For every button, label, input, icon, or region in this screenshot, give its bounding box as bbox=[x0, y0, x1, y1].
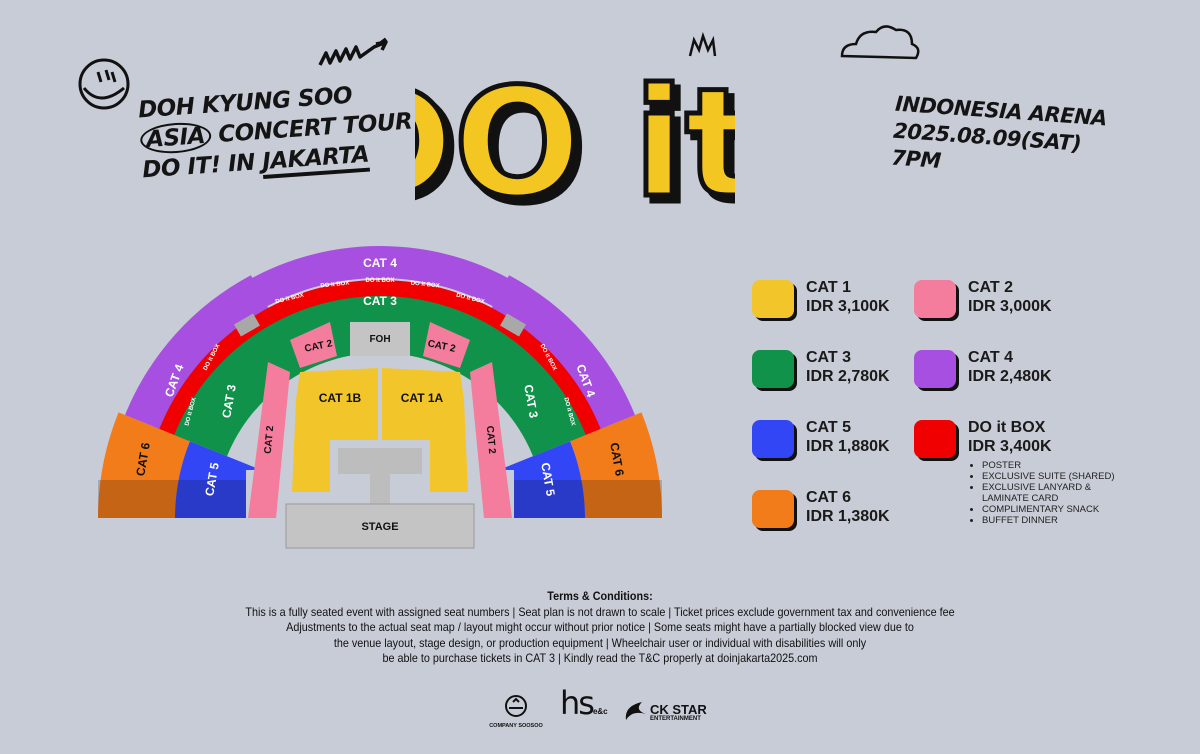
label-cat6-right: CAT 6 bbox=[607, 441, 627, 477]
label-cat3-top: CAT 3 bbox=[363, 294, 397, 308]
zigzag-arrow-icon bbox=[318, 37, 388, 66]
smiley-icon bbox=[78, 58, 130, 110]
legend-price: IDR 1,380K bbox=[806, 508, 890, 525]
section-do-it-box[interactable] bbox=[159, 280, 601, 441]
terms-line: This is a fully seated event with assign… bbox=[245, 604, 955, 619]
label-foh: FOH bbox=[369, 334, 390, 345]
label-box: DO it BOX bbox=[320, 281, 349, 290]
wheelchair-icon bbox=[499, 313, 527, 337]
legend-cat1: CAT 1 IDR 3,100K bbox=[752, 278, 890, 318]
section-cat1a[interactable] bbox=[382, 368, 468, 492]
perk: POSTER bbox=[982, 460, 1115, 471]
logo-company-soosoo: COMPANY SOOSOO bbox=[488, 690, 544, 729]
perk: BUFFET DINNER bbox=[982, 515, 1115, 526]
section-cat6-left[interactable] bbox=[98, 412, 190, 518]
legend-price: IDR 2,780K bbox=[806, 368, 890, 385]
label-cat3-left: CAT 3 bbox=[219, 383, 239, 419]
legend-name: CAT 1 bbox=[806, 279, 852, 296]
box-perks-list: POSTER EXCLUSIVE SUITE (SHARED) EXCLUSIV… bbox=[968, 460, 1115, 526]
legend-cat2: CAT 2 IDR 3,000K bbox=[914, 278, 1052, 318]
legend-box: DO it BOX IDR 3,400K bbox=[914, 418, 1052, 458]
terms-line: be able to purchase tickets in CAT 3 | K… bbox=[382, 651, 818, 665]
swatch bbox=[752, 490, 794, 528]
legend-name: CAT 4 bbox=[968, 349, 1014, 366]
section-cat5-left[interactable] bbox=[175, 441, 260, 518]
terms-line: Adjustments to the actual seat map / lay… bbox=[286, 620, 914, 634]
legend-price: IDR 1,880K bbox=[806, 438, 890, 455]
section-cat2-left-top[interactable] bbox=[290, 322, 337, 368]
legend-cat4: CAT 4 IDR 2,480K bbox=[914, 348, 1052, 388]
ck-star-emblem-icon bbox=[625, 702, 646, 720]
legend-price: IDR 3,100K bbox=[806, 298, 890, 315]
section-cat3[interactable] bbox=[174, 295, 586, 457]
section-cat2-right-top[interactable] bbox=[423, 322, 470, 368]
crown-icon bbox=[688, 31, 717, 57]
catwalk-stem bbox=[370, 474, 390, 504]
ec-text: e&c bbox=[592, 707, 608, 716]
swatch bbox=[752, 350, 794, 388]
legend-name: CAT 6 bbox=[806, 489, 852, 506]
legend-cat5: CAT 5 IDR 1,880K bbox=[752, 418, 890, 458]
section-cat6-right[interactable] bbox=[570, 412, 662, 518]
swatch bbox=[914, 280, 956, 318]
cloud-icon bbox=[840, 25, 920, 60]
soosoo-emblem-icon bbox=[505, 695, 527, 717]
legend-name: DO it BOX bbox=[968, 419, 1046, 436]
legend-price: IDR 3,000K bbox=[968, 298, 1052, 315]
logo-ck-star: CK STAR ENTERTAINMENT bbox=[622, 700, 707, 724]
swatch bbox=[752, 280, 794, 318]
ck-star-text: CK STAR bbox=[650, 701, 707, 717]
label-cat5-right: CAT 5 bbox=[538, 461, 558, 497]
legend-price: IDR 2,480K bbox=[968, 368, 1052, 385]
legend-name: CAT 3 bbox=[806, 349, 852, 366]
label-cat5-left: CAT 5 bbox=[202, 461, 222, 497]
stage bbox=[285, 503, 475, 549]
legend-cat3: CAT 3 IDR 2,780K bbox=[752, 348, 890, 388]
perk: COMPLIMENTARY SNACK bbox=[982, 504, 1115, 515]
legend-cat6: CAT 6 IDR 1,380K bbox=[752, 488, 890, 528]
label-cat6-left: CAT 6 bbox=[133, 441, 153, 477]
catwalk bbox=[338, 448, 422, 474]
legend-name: CAT 5 bbox=[806, 419, 852, 436]
soosoo-text: COMPANY SOOSOO bbox=[489, 723, 543, 729]
label-cat3-right: CAT 3 bbox=[521, 383, 541, 419]
section-cat5-right[interactable] bbox=[500, 441, 585, 518]
terms-and-conditions: Terms & Conditions: This is a fully seat… bbox=[240, 589, 960, 667]
label-cat4-top: CAT 4 bbox=[363, 256, 397, 270]
wheelchair-icon bbox=[233, 313, 261, 337]
terms-line: the venue layout, stage design, or produ… bbox=[333, 635, 867, 650]
logo-text: DO it! bbox=[415, 57, 735, 230]
section-cat2-right-side[interactable] bbox=[470, 362, 512, 518]
legend-name: CAT 2 bbox=[968, 279, 1014, 296]
terms-heading: Terms & Conditions: bbox=[547, 589, 653, 603]
section-foh bbox=[350, 322, 410, 356]
label-box: DO it BOX bbox=[410, 281, 439, 290]
logo-hs-ec: hse&c bbox=[560, 684, 608, 722]
label-stage: STAGE bbox=[361, 521, 398, 533]
label-cat1a: CAT 1A bbox=[401, 391, 444, 405]
label-cat1b: CAT 1B bbox=[319, 391, 362, 405]
legend-price: IDR 3,400K bbox=[968, 438, 1052, 455]
section-cat2-left-side[interactable] bbox=[248, 362, 290, 518]
perk: EXCLUSIVE SUITE (SHARED) bbox=[982, 471, 1115, 482]
label-cat2-left-side: CAT 2 bbox=[263, 425, 276, 454]
section-cat1b[interactable] bbox=[292, 368, 378, 492]
do-it-logo: DO it! bbox=[415, 55, 735, 231]
section-cat4-top[interactable] bbox=[235, 245, 525, 315]
swatch bbox=[914, 350, 956, 388]
perk: EXCLUSIVE LANYARD & LAMINATE CARD bbox=[982, 482, 1092, 504]
entertainment-text: ENTERTAINMENT bbox=[650, 715, 701, 722]
swatch bbox=[914, 420, 956, 458]
label-box: DO it BOX bbox=[365, 278, 394, 284]
section-cat4-left[interactable] bbox=[125, 275, 276, 435]
swatch bbox=[752, 420, 794, 458]
hs-text: hs bbox=[560, 684, 595, 722]
label-cat2-right-side: CAT 2 bbox=[484, 425, 497, 454]
section-cat4-right[interactable] bbox=[484, 275, 635, 435]
